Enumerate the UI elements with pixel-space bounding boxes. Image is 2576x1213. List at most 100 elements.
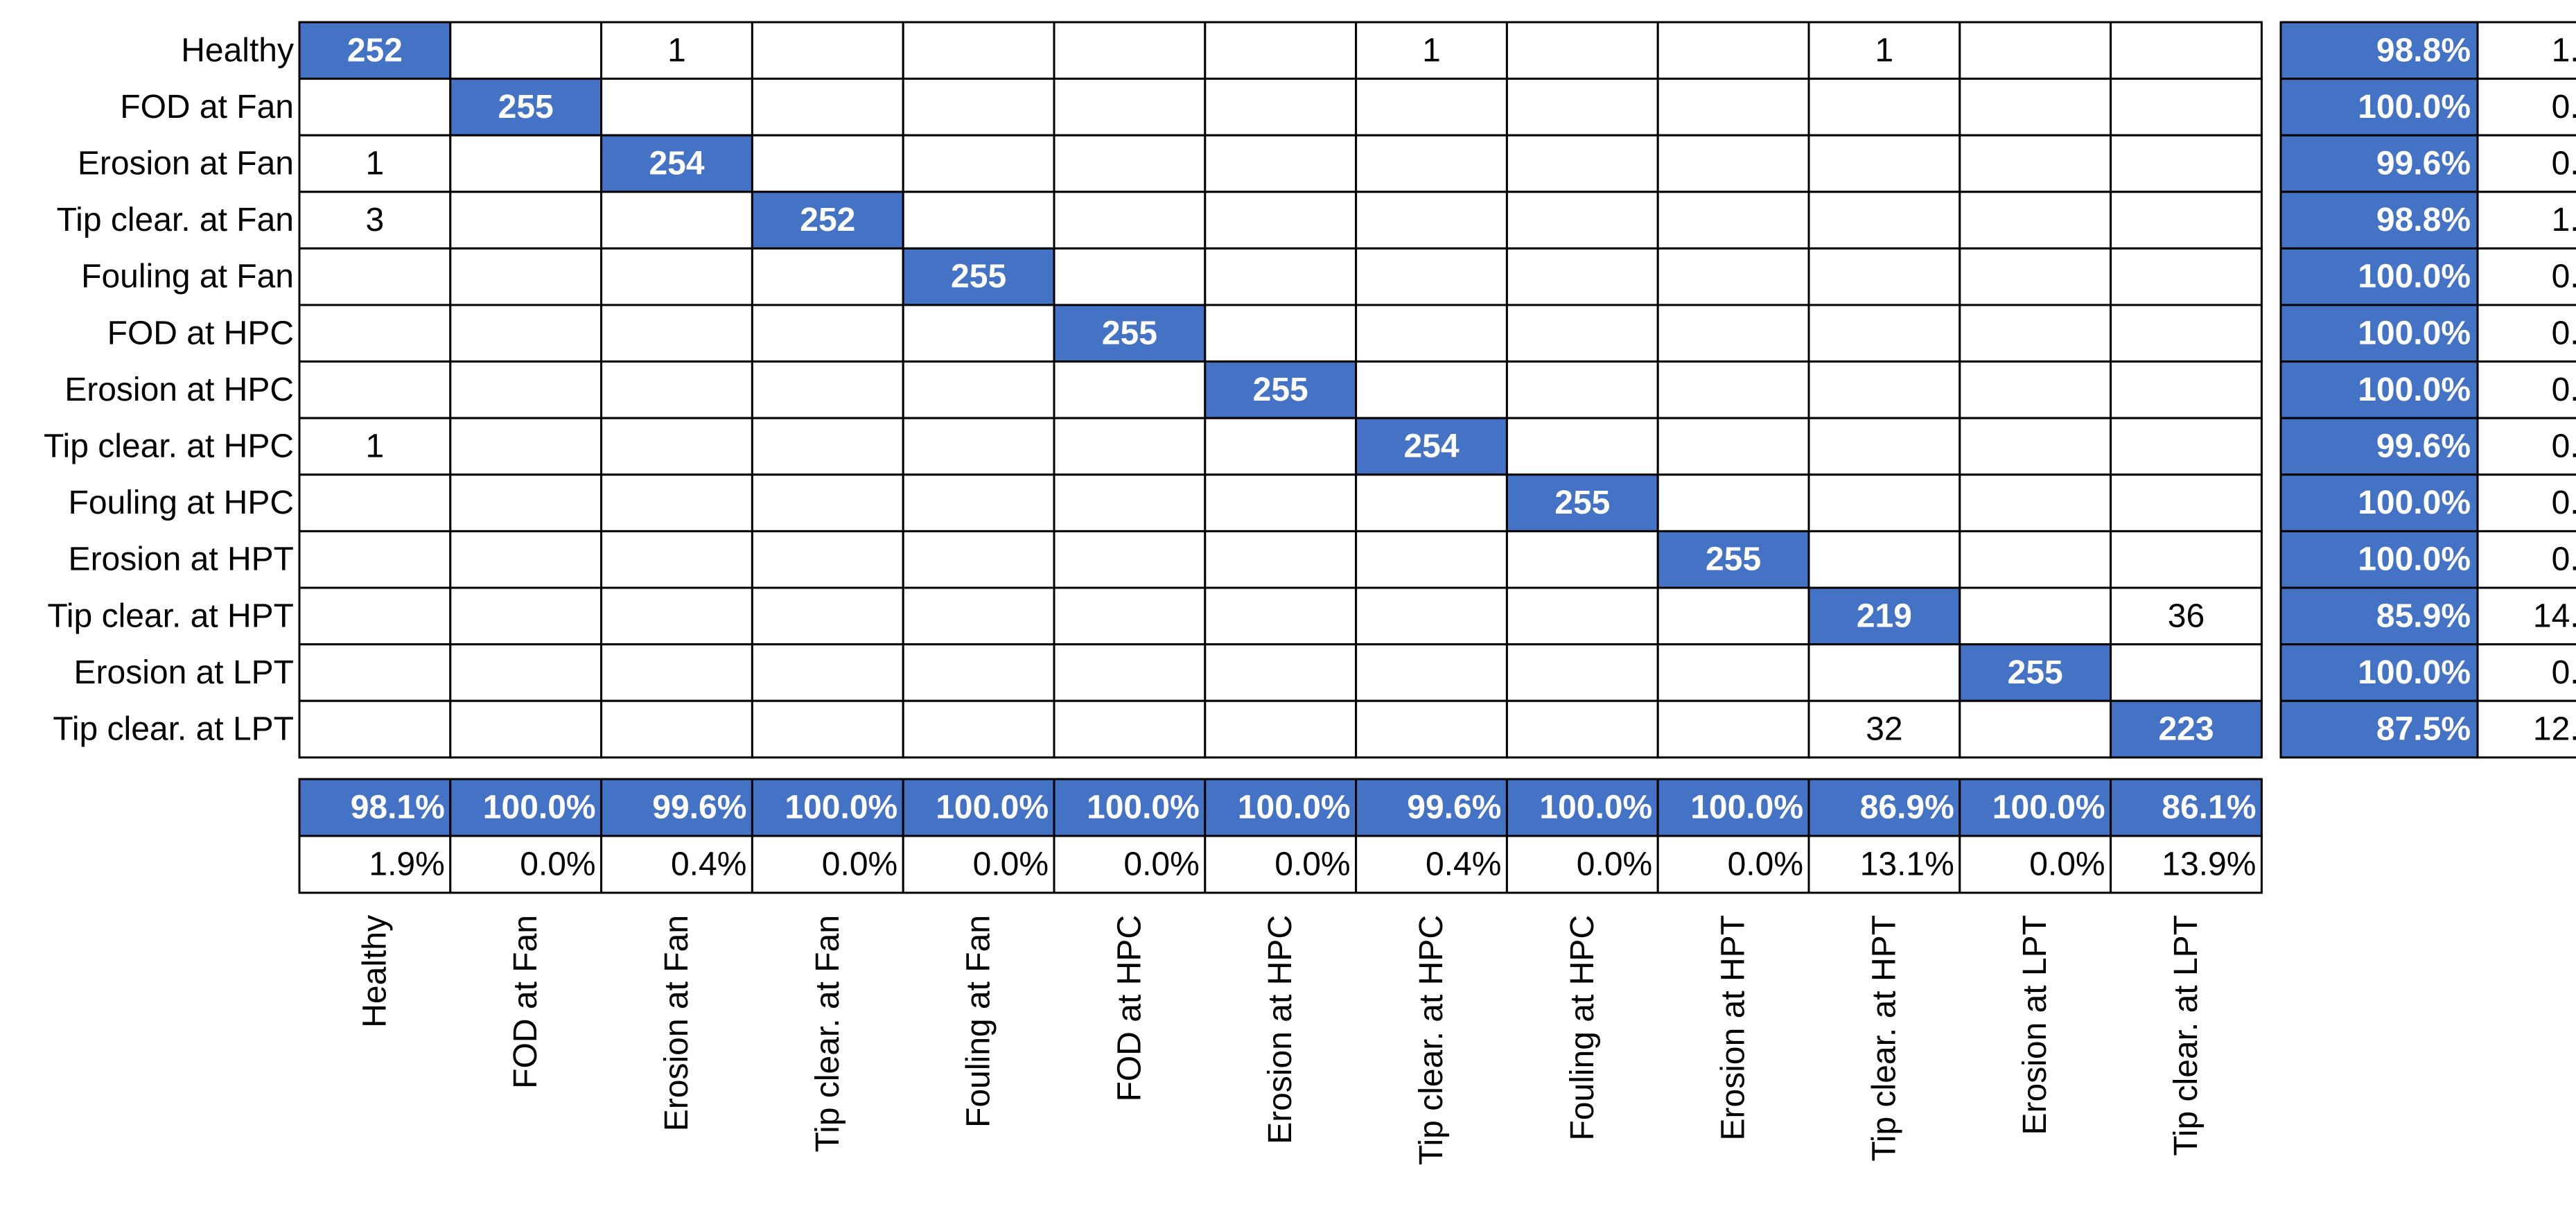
- matrix-cell: [298, 247, 452, 306]
- matrix-cell: [449, 304, 603, 363]
- matrix-cell: [1807, 191, 1961, 250]
- matrix-cell: [600, 699, 753, 759]
- matrix-cell: [600, 643, 753, 702]
- row-summary-incorrect-cell: [2476, 473, 2576, 532]
- row-summary-incorrect-value: 0.0%: [2552, 372, 2576, 408]
- row-summary-correct-value: 100.0%: [2358, 259, 2471, 295]
- matrix-cell: [449, 530, 603, 589]
- matrix-cell-value: 32: [1866, 711, 1902, 748]
- matrix-cell-value: 255: [2008, 654, 2063, 691]
- matrix-cell-value: 1: [667, 32, 686, 69]
- row-summary-correct-value: 99.6%: [2376, 428, 2471, 465]
- matrix-cell: [1959, 473, 2112, 532]
- matrix-cell: [449, 247, 603, 306]
- matrix-cell: [1505, 643, 1659, 702]
- matrix-cell: [1807, 643, 1961, 702]
- matrix-cell-value: 3: [366, 202, 385, 238]
- matrix-cell: [1807, 78, 1961, 137]
- matrix-cell: [1204, 191, 1358, 250]
- matrix-cell: [1959, 21, 2112, 80]
- column-summary-correct-cell: [902, 778, 1055, 837]
- matrix-cell: [1959, 78, 2112, 137]
- column-summary-incorrect-cell: [298, 835, 452, 894]
- matrix-cell: [298, 78, 452, 137]
- matrix-cell-value: 1: [1875, 32, 1894, 69]
- row-summary-incorrect-value: 14.1%: [2533, 597, 2576, 634]
- matrix-cell: [1355, 530, 1508, 589]
- matrix-cell: [298, 360, 452, 419]
- matrix-cell: [1807, 530, 1961, 589]
- row-summary-correct-cell: [2279, 21, 2479, 80]
- column-summary-correct-value: 100.0%: [785, 789, 897, 826]
- matrix-cell: [600, 247, 753, 306]
- matrix-cell: [1355, 191, 1508, 250]
- row-summary-incorrect-value: 1.2%: [2552, 202, 2576, 238]
- matrix-cell: [1807, 247, 1961, 306]
- matrix-cell: [1505, 304, 1659, 363]
- matrix-cell: [1959, 191, 2112, 250]
- row-summary-incorrect-value: 0.4%: [2552, 146, 2576, 182]
- column-summary-correct-value: 100.0%: [1539, 789, 1652, 826]
- column-summary-correct-cell: [298, 778, 452, 837]
- matrix-cell: [1053, 247, 1207, 306]
- matrix-cell: [1204, 473, 1358, 532]
- matrix-cell: [1204, 21, 1358, 80]
- matrix-cell: [449, 586, 603, 646]
- column-summary-correct-cell: [751, 778, 904, 837]
- column-summary-incorrect-cell: [1355, 835, 1508, 894]
- matrix-cell: [1959, 134, 2112, 193]
- matrix-cell: [1656, 360, 1810, 419]
- column-label: Erosion at HPT: [1715, 915, 1752, 1140]
- column-summary-correct-cell: [600, 778, 753, 837]
- matrix-cell: [2110, 473, 2263, 532]
- matrix-cell: [902, 417, 1055, 476]
- matrix-cell-value: 223: [2158, 711, 2214, 748]
- matrix-cell: [1204, 643, 1358, 702]
- column-summary-correct-value: 100.0%: [936, 789, 1049, 826]
- matrix-cell: [1656, 134, 1810, 193]
- column-summary-incorrect-value: 1.9%: [369, 846, 444, 883]
- column-summary-incorrect-value: 0.0%: [1728, 846, 1803, 883]
- column-label: Tip clear. at LPT: [2168, 915, 2205, 1156]
- matrix-cell: [1204, 699, 1358, 759]
- matrix-cell: [902, 191, 1055, 250]
- matrix-cell: [1355, 699, 1508, 759]
- row-summary-incorrect-cell: [2476, 191, 2576, 250]
- matrix-cell: [2110, 530, 2263, 589]
- matrix-cell: [2110, 191, 2263, 250]
- column-summary-correct-cell: [449, 778, 603, 837]
- row-summary-correct-value: 87.5%: [2376, 711, 2471, 748]
- row-summary-correct-value: 100.0%: [2358, 89, 2471, 125]
- matrix-cell: [1053, 360, 1207, 419]
- matrix-cell: [1355, 586, 1508, 646]
- matrix-cell: [2110, 134, 2263, 193]
- matrix-cell-value: 255: [1102, 315, 1157, 351]
- matrix-cell: [1656, 473, 1810, 532]
- matrix-cell: [751, 134, 904, 193]
- matrix-cell: [1959, 699, 2112, 759]
- row-summary-correct-value: 100.0%: [2358, 654, 2471, 691]
- matrix-cell: [902, 247, 1055, 306]
- column-summary-correct-cell: [1959, 778, 2112, 837]
- column-summary-correct-value: 99.6%: [652, 789, 746, 826]
- matrix-cell: [449, 643, 603, 702]
- row-summary-correct-value: 98.8%: [2376, 32, 2471, 69]
- matrix-cell: [1959, 304, 2112, 363]
- row-label: Tip clear. at LPT: [53, 711, 294, 748]
- column-label: Erosion at LPT: [2017, 915, 2053, 1135]
- matrix-cell: [600, 360, 753, 419]
- matrix-cell: [449, 417, 603, 476]
- column-label: FOD at HPC: [1111, 915, 1148, 1101]
- matrix-cell: [1807, 699, 1961, 759]
- column-summary-incorrect-cell: [1505, 835, 1659, 894]
- column-label: Healthy: [356, 915, 393, 1028]
- matrix-cell: [1204, 530, 1358, 589]
- row-summary-correct-cell: [2279, 304, 2479, 363]
- row-summary-correct-cell: [2279, 699, 2479, 759]
- matrix-cell-value: 255: [498, 89, 554, 125]
- matrix-cell: [1053, 21, 1207, 80]
- row-summary-incorrect-cell: [2476, 699, 2576, 759]
- matrix-cell: [1505, 78, 1659, 137]
- matrix-cell-value: 254: [649, 146, 704, 182]
- row-summary-correct-cell: [2279, 643, 2479, 702]
